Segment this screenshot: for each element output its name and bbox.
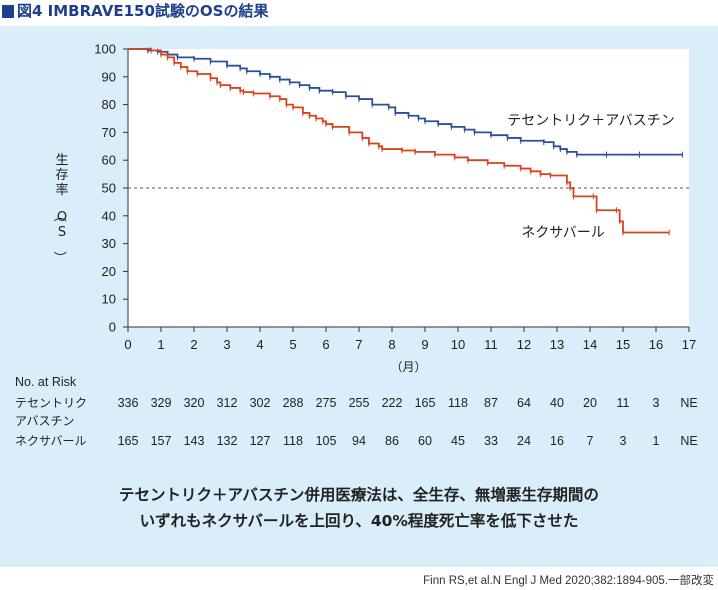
risk-value-0-12: 64 — [517, 396, 531, 410]
conclusion-line-2: いずれもネクサバールを上回り、40%程度死亡率を低下させた — [139, 512, 579, 530]
risk-value-1-5: 118 — [283, 434, 303, 448]
y-tick-label-10: 10 — [102, 292, 116, 307]
x-tick-label-6: 6 — [322, 337, 329, 352]
y-tick-label-50: 50 — [102, 181, 116, 196]
title-marker — [2, 5, 14, 18]
risk-row-label-1: ネクサバール — [15, 434, 87, 448]
y-tick-label-40: 40 — [102, 208, 116, 223]
risk-value-1-15: 3 — [620, 434, 627, 448]
risk-value-1-16: 1 — [653, 434, 660, 448]
y-tick-label-100: 100 — [94, 42, 116, 57]
y-tick-label-0: 0 — [109, 320, 116, 335]
x-tick-label-9: 9 — [421, 337, 428, 352]
risk-value-1-0: 165 — [118, 434, 139, 448]
risk-row-label-0-line2: アバスチン — [15, 414, 75, 428]
risk-value-0-4: 302 — [250, 396, 271, 410]
risk-value-0-11: 87 — [484, 396, 498, 410]
risk-value-0-8: 222 — [382, 396, 403, 410]
x-tick-label-0: 0 — [124, 337, 131, 352]
y-tick-label-20: 20 — [102, 264, 116, 279]
y-tick-label-90: 90 — [102, 69, 116, 84]
x-tick-label-3: 3 — [223, 337, 230, 352]
risk-value-1-2: 143 — [184, 434, 205, 448]
risk-value-0-5: 288 — [283, 396, 304, 410]
risk-value-1-10: 45 — [451, 434, 465, 448]
risk-value-0-2: 320 — [184, 396, 205, 410]
figure-panel: 0 10 20 30 40 50 60 70 80 90 100 0 1 2 3 4 5 6 7 8 9 10 11 12 13… — [0, 26, 718, 567]
x-tick-label-17: 17 — [682, 337, 696, 352]
risk-value-1-11: 33 — [484, 434, 498, 448]
risk-value-0-17: NE — [680, 396, 697, 410]
risk-value-1-17: NE — [680, 434, 697, 448]
series-line-0 — [128, 48, 683, 156]
x-tick-label-5: 5 — [289, 337, 296, 352]
risk-value-1-12: 24 — [517, 434, 531, 448]
x-tick-label-12: 12 — [517, 337, 531, 352]
risk-value-1-6: 105 — [316, 434, 337, 448]
risk-value-0-16: 3 — [653, 396, 660, 410]
x-tick-label-15: 15 — [616, 337, 630, 352]
risk-value-1-14: 7 — [587, 434, 594, 448]
risk-value-0-6: 275 — [316, 396, 337, 410]
x-tick-label-11: 11 — [484, 337, 498, 352]
figure-title-text: IMBRAVE150試験のOSの結果 — [47, 2, 269, 20]
risk-value-1-4: 127 — [250, 434, 271, 448]
y-tick-label-60: 60 — [102, 153, 116, 168]
figure-number: 図4 — [17, 2, 43, 20]
conclusion-line-1: テセントリク＋アバスチン併用医療法は、全生存、無増悪生存期間の — [119, 486, 599, 504]
risk-value-0-14: 20 — [583, 396, 597, 410]
x-tick-label-8: 8 — [388, 337, 395, 352]
risk-value-1-3: 132 — [217, 434, 238, 448]
x-unit-label: （月） — [390, 360, 426, 374]
x-tick-label-7: 7 — [355, 337, 362, 352]
figure-title: 図4 IMBRAVE150試験のOSの結果 — [0, 0, 718, 24]
risk-value-0-3: 312 — [217, 396, 238, 410]
x-tick-label-1: 1 — [157, 337, 164, 352]
y-tick-label-80: 80 — [102, 97, 116, 112]
plot-area — [128, 49, 689, 327]
risk-value-0-7: 255 — [349, 396, 370, 410]
risk-value-0-15: 11 — [617, 396, 630, 410]
x-tick-label-2: 2 — [190, 337, 197, 352]
risk-row-label-0: テセントリク — [15, 396, 87, 410]
risk-value-0-1: 329 — [151, 396, 172, 410]
series-label-1: ネクサバール — [521, 225, 604, 241]
x-tick-label-10: 10 — [451, 337, 465, 352]
series-label-0: テセントリク＋アバスチン — [507, 113, 674, 129]
risk-value-0-10: 118 — [448, 396, 468, 410]
y-axis-label: 生存率（O S） — [51, 153, 68, 264]
risk-value-1-13: 16 — [550, 434, 564, 448]
x-tick-label-14: 14 — [583, 337, 597, 352]
risk-value-1-9: 60 — [418, 434, 432, 448]
risk-value-0-9: 165 — [415, 396, 436, 410]
y-tick-label-30: 30 — [102, 236, 116, 251]
x-tick-label-16: 16 — [649, 337, 663, 352]
y-tick-label-70: 70 — [102, 125, 116, 140]
risk-value-1-8: 86 — [385, 434, 399, 448]
risk-value-1-7: 94 — [352, 434, 366, 448]
risk-value-1-1: 157 — [151, 434, 172, 448]
risk-value-0-13: 40 — [550, 396, 564, 410]
x-tick-label-13: 13 — [550, 337, 564, 352]
risk-table-header: No. at Risk — [15, 375, 77, 389]
risk-value-0-0: 336 — [118, 396, 139, 410]
citation: Finn RS,et al.N Engl J Med 2020;382:1894… — [423, 575, 714, 587]
x-tick-label-4: 4 — [256, 337, 263, 352]
conclusion-text: テセントリク＋アバスチン併用医療法は、全生存、無増悪生存期間の いずれもネクサバ… — [0, 482, 718, 534]
